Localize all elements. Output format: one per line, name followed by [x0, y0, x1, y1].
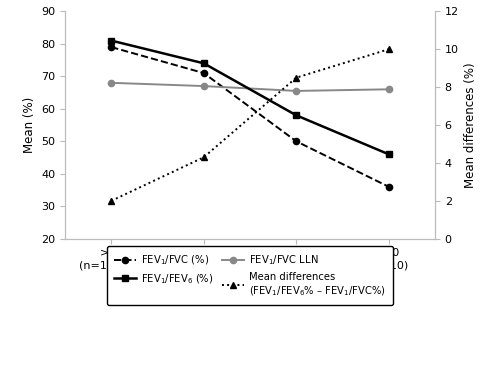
FEV$_1$/FEV$_6$ (%)	[108, 38, 114, 43]
Line: FEV$_1$/FVC (%): FEV$_1$/FVC (%)	[108, 44, 392, 190]
Mean differences
(FEV$_1$/FEV$_6$% – FEV$_1$/FVC%)	[201, 155, 207, 160]
Line: FEV$_1$/FVC LLN: FEV$_1$/FVC LLN	[108, 80, 392, 94]
Legend: FEV$_1$/FVC (%), FEV$_1$/FEV$_6$ (%), FEV$_1$/FVC LLN, Mean differences
(FEV$_1$: FEV$_1$/FVC (%), FEV$_1$/FEV$_6$ (%), FE…	[107, 246, 393, 305]
X-axis label: FEV$_1$ (% predicted): FEV$_1$ (% predicted)	[183, 276, 317, 293]
FEV$_1$/FEV$_6$ (%)	[201, 61, 207, 66]
FEV$_1$/FVC (%)	[293, 139, 299, 144]
FEV$_1$/FVC (%)	[108, 45, 114, 50]
Y-axis label: Mean (%): Mean (%)	[22, 97, 36, 153]
Mean differences
(FEV$_1$/FEV$_6$% – FEV$_1$/FVC%)	[386, 47, 392, 51]
FEV$_1$/FVC LLN	[386, 87, 392, 91]
FEV$_1$/FVC LLN	[293, 89, 299, 93]
Line: FEV$_1$/FEV$_6$ (%): FEV$_1$/FEV$_6$ (%)	[108, 37, 392, 157]
FEV$_1$/FVC (%)	[386, 184, 392, 189]
FEV$_1$/FVC LLN	[108, 81, 114, 85]
Line: Mean differences
(FEV$_1$/FEV$_6$% – FEV$_1$/FVC%): Mean differences (FEV$_1$/FEV$_6$% – FEV…	[108, 46, 392, 204]
Y-axis label: Mean differences (%): Mean differences (%)	[464, 62, 477, 188]
FEV$_1$/FVC LLN	[201, 84, 207, 88]
FEV$_1$/FVC (%)	[201, 71, 207, 75]
FEV$_1$/FEV$_6$ (%)	[386, 152, 392, 156]
FEV$_1$/FEV$_6$ (%)	[293, 113, 299, 118]
Mean differences
(FEV$_1$/FEV$_6$% – FEV$_1$/FVC%)	[108, 198, 114, 203]
Mean differences
(FEV$_1$/FEV$_6$% – FEV$_1$/FVC%)	[293, 75, 299, 80]
